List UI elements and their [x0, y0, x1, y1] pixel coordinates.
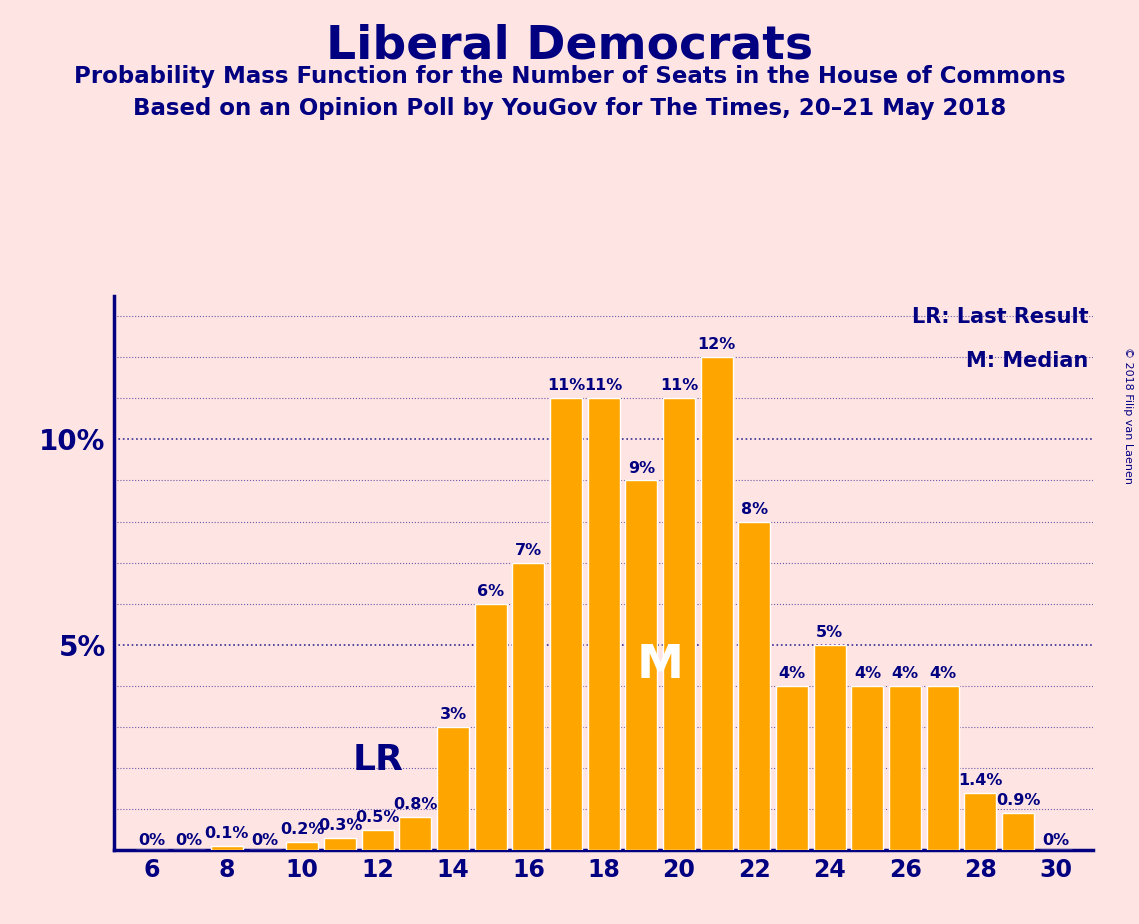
Bar	[400, 817, 432, 850]
Text: 0.1%: 0.1%	[205, 826, 249, 841]
Text: Liberal Democrats: Liberal Democrats	[326, 23, 813, 68]
Bar	[323, 838, 357, 850]
Text: 11%: 11%	[659, 379, 698, 394]
Text: 0.2%: 0.2%	[280, 822, 325, 837]
Bar	[738, 521, 770, 850]
Text: 0.3%: 0.3%	[318, 818, 362, 833]
Text: 8%: 8%	[740, 502, 768, 517]
Text: Probability Mass Function for the Number of Seats in the House of Commons: Probability Mass Function for the Number…	[74, 65, 1065, 88]
Text: 4%: 4%	[778, 666, 805, 681]
Bar	[927, 686, 959, 850]
Text: 11%: 11%	[584, 379, 623, 394]
Text: 0.8%: 0.8%	[393, 797, 437, 812]
Text: LR: LR	[352, 743, 403, 777]
Text: 0.9%: 0.9%	[995, 793, 1040, 808]
Bar	[286, 842, 318, 850]
Text: 4%: 4%	[854, 666, 880, 681]
Text: 1.4%: 1.4%	[958, 772, 1002, 787]
Bar	[965, 793, 997, 850]
Bar	[776, 686, 808, 850]
Bar	[813, 645, 846, 850]
Text: 9%: 9%	[628, 460, 655, 476]
Bar	[663, 398, 695, 850]
Bar	[361, 830, 394, 850]
Text: 6%: 6%	[477, 584, 505, 599]
Text: 3%: 3%	[440, 707, 467, 722]
Text: 0%: 0%	[1042, 833, 1070, 848]
Text: Based on an Opinion Poll by YouGov for The Times, 20–21 May 2018: Based on an Opinion Poll by YouGov for T…	[133, 97, 1006, 120]
Bar	[513, 563, 544, 850]
Bar	[550, 398, 582, 850]
Text: 4%: 4%	[929, 666, 957, 681]
Text: © 2018 Filip van Laenen: © 2018 Filip van Laenen	[1123, 347, 1133, 484]
Text: M: Median: M: Median	[966, 351, 1089, 371]
Text: 0%: 0%	[138, 833, 165, 848]
Text: 0%: 0%	[251, 833, 278, 848]
Text: 12%: 12%	[697, 337, 736, 352]
Bar	[851, 686, 884, 850]
Text: 11%: 11%	[547, 379, 585, 394]
Bar	[625, 480, 657, 850]
Text: 0.5%: 0.5%	[355, 809, 400, 824]
Bar	[700, 358, 732, 850]
Text: 7%: 7%	[515, 542, 542, 558]
Text: 5%: 5%	[817, 625, 843, 639]
Bar	[437, 727, 469, 850]
Bar	[1002, 813, 1034, 850]
Bar	[211, 846, 243, 850]
Text: LR: Last Result: LR: Last Result	[912, 307, 1089, 327]
Bar	[588, 398, 620, 850]
Bar	[890, 686, 921, 850]
Text: 0%: 0%	[175, 833, 203, 848]
Text: M: M	[637, 643, 683, 687]
Text: 4%: 4%	[892, 666, 919, 681]
Bar	[475, 603, 507, 850]
